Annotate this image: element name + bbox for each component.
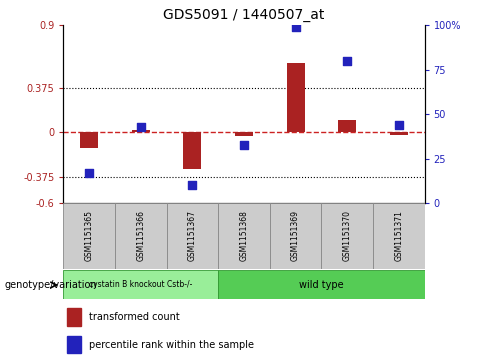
Text: GSM1151371: GSM1151371 <box>394 211 403 261</box>
Point <box>188 183 196 188</box>
Point <box>85 170 93 176</box>
Bar <box>63 270 218 299</box>
Bar <box>218 203 270 269</box>
Text: genotype/variation: genotype/variation <box>5 280 98 290</box>
Bar <box>80 132 98 147</box>
Point <box>343 58 351 64</box>
Text: percentile rank within the sample: percentile rank within the sample <box>89 339 254 350</box>
Text: GSM1151370: GSM1151370 <box>343 211 352 261</box>
Text: cystatin B knockout Cstb-/-: cystatin B knockout Cstb-/- <box>89 281 192 289</box>
Bar <box>338 120 356 132</box>
Bar <box>132 130 150 132</box>
Bar <box>270 203 322 269</box>
Bar <box>166 203 218 269</box>
Point <box>395 122 403 128</box>
Title: GDS5091 / 1440507_at: GDS5091 / 1440507_at <box>163 8 325 22</box>
Bar <box>67 336 81 354</box>
Bar <box>235 132 253 136</box>
Bar <box>183 132 202 169</box>
Bar <box>115 203 166 269</box>
Text: transformed count: transformed count <box>89 312 180 322</box>
Bar <box>63 203 115 269</box>
Point <box>240 142 248 147</box>
Bar <box>286 64 305 132</box>
Point <box>292 24 300 30</box>
Bar <box>390 132 408 135</box>
Text: wild type: wild type <box>299 280 344 290</box>
Bar <box>218 270 425 299</box>
Bar <box>322 203 373 269</box>
Text: GSM1151369: GSM1151369 <box>291 211 300 261</box>
Text: GSM1151368: GSM1151368 <box>240 211 248 261</box>
Text: GSM1151367: GSM1151367 <box>188 211 197 261</box>
Text: GSM1151366: GSM1151366 <box>136 211 145 261</box>
Bar <box>373 203 425 269</box>
Bar <box>67 308 81 326</box>
Text: GSM1151365: GSM1151365 <box>85 211 94 261</box>
Point <box>137 124 145 130</box>
